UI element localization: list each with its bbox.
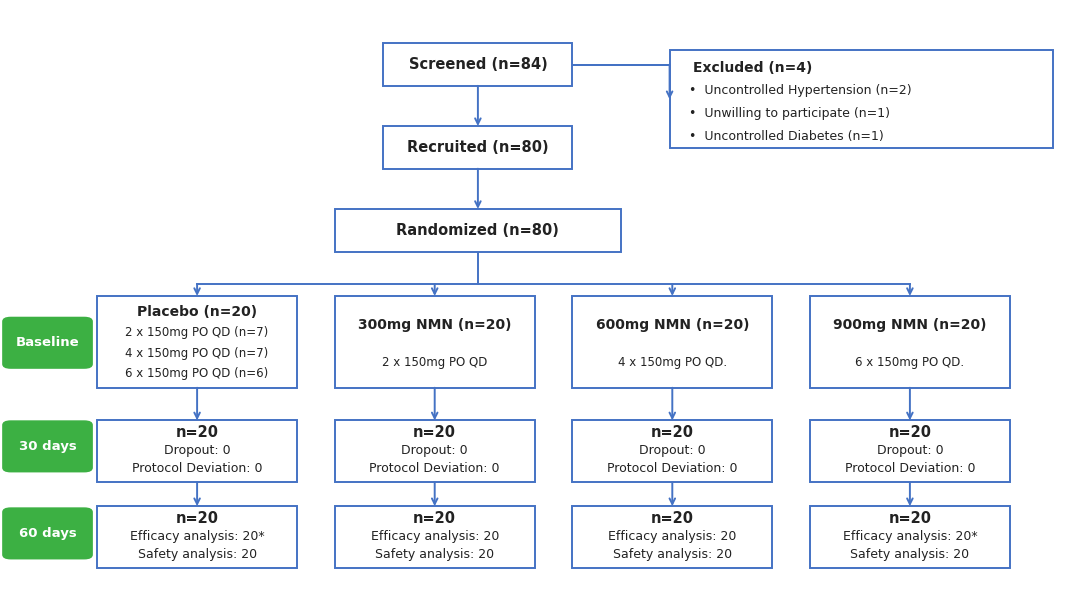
FancyBboxPatch shape — [670, 50, 1053, 148]
Text: Dropout: 0: Dropout: 0 — [639, 444, 705, 457]
FancyBboxPatch shape — [97, 420, 297, 482]
Text: Randomized (n=80): Randomized (n=80) — [396, 223, 559, 238]
Text: Safety analysis: 20: Safety analysis: 20 — [375, 548, 495, 561]
Text: 600mg NMN (n=20): 600mg NMN (n=20) — [595, 318, 750, 332]
Text: n=20: n=20 — [889, 511, 931, 526]
Text: 900mg NMN (n=20): 900mg NMN (n=20) — [833, 318, 987, 332]
FancyBboxPatch shape — [97, 506, 297, 568]
Text: Efficacy analysis: 20*: Efficacy analysis: 20* — [842, 530, 977, 543]
Text: n=20: n=20 — [176, 511, 218, 526]
FancyBboxPatch shape — [335, 296, 535, 388]
FancyBboxPatch shape — [97, 296, 297, 388]
FancyBboxPatch shape — [572, 296, 772, 388]
Text: Efficacy analysis: 20: Efficacy analysis: 20 — [608, 530, 737, 543]
Text: Protocol Deviation: 0: Protocol Deviation: 0 — [132, 462, 262, 475]
Text: 300mg NMN (n=20): 300mg NMN (n=20) — [357, 318, 512, 332]
Text: Placebo (n=20): Placebo (n=20) — [137, 305, 257, 319]
FancyBboxPatch shape — [383, 43, 572, 86]
Text: Efficacy analysis: 20: Efficacy analysis: 20 — [370, 530, 499, 543]
Text: 6 x 150mg PO QD.: 6 x 150mg PO QD. — [855, 356, 964, 369]
Text: n=20: n=20 — [889, 425, 931, 440]
Text: 30 days: 30 days — [18, 440, 77, 453]
Text: Recruited (n=80): Recruited (n=80) — [407, 140, 549, 155]
FancyBboxPatch shape — [335, 209, 621, 252]
FancyBboxPatch shape — [2, 317, 93, 369]
Text: Dropout: 0: Dropout: 0 — [402, 444, 468, 457]
Text: 2 x 150mg PO QD (n=7): 2 x 150mg PO QD (n=7) — [125, 326, 269, 339]
Text: 6 x 150mg PO QD (n=6): 6 x 150mg PO QD (n=6) — [125, 367, 269, 380]
Text: 2 x 150mg PO QD: 2 x 150mg PO QD — [382, 356, 487, 369]
Text: Protocol Deviation: 0: Protocol Deviation: 0 — [369, 462, 500, 475]
FancyBboxPatch shape — [810, 506, 1010, 568]
Text: Screened (n=84): Screened (n=84) — [408, 57, 548, 72]
Text: 4 x 150mg PO QD (n=7): 4 x 150mg PO QD (n=7) — [125, 346, 269, 359]
Text: •  Unwilling to participate (n=1): • Unwilling to participate (n=1) — [689, 107, 890, 120]
Text: Protocol Deviation: 0: Protocol Deviation: 0 — [607, 462, 738, 475]
FancyBboxPatch shape — [572, 506, 772, 568]
Text: Safety analysis: 20: Safety analysis: 20 — [612, 548, 732, 561]
FancyBboxPatch shape — [335, 506, 535, 568]
Text: n=20: n=20 — [414, 511, 456, 526]
Text: Safety analysis: 20: Safety analysis: 20 — [137, 548, 257, 561]
FancyBboxPatch shape — [383, 126, 572, 169]
Text: Safety analysis: 20: Safety analysis: 20 — [850, 548, 970, 561]
Text: •  Uncontrolled Diabetes (n=1): • Uncontrolled Diabetes (n=1) — [689, 130, 883, 143]
Text: Dropout: 0: Dropout: 0 — [164, 444, 230, 457]
FancyBboxPatch shape — [810, 420, 1010, 482]
Text: 4 x 150mg PO QD.: 4 x 150mg PO QD. — [618, 356, 727, 369]
Text: Dropout: 0: Dropout: 0 — [877, 444, 943, 457]
Text: n=20: n=20 — [414, 425, 456, 440]
Text: 60 days: 60 days — [18, 527, 77, 540]
FancyBboxPatch shape — [810, 296, 1010, 388]
Text: Baseline: Baseline — [16, 336, 79, 349]
Text: Excluded (n=4): Excluded (n=4) — [692, 61, 812, 75]
FancyBboxPatch shape — [572, 420, 772, 482]
Text: Protocol Deviation: 0: Protocol Deviation: 0 — [845, 462, 975, 475]
Text: Efficacy analysis: 20*: Efficacy analysis: 20* — [130, 530, 265, 543]
Text: •  Uncontrolled Hypertension (n=2): • Uncontrolled Hypertension (n=2) — [689, 84, 912, 97]
FancyBboxPatch shape — [2, 507, 93, 559]
Text: n=20: n=20 — [651, 511, 693, 526]
Text: n=20: n=20 — [651, 425, 693, 440]
FancyBboxPatch shape — [2, 420, 93, 472]
Text: n=20: n=20 — [176, 425, 218, 440]
FancyBboxPatch shape — [335, 420, 535, 482]
